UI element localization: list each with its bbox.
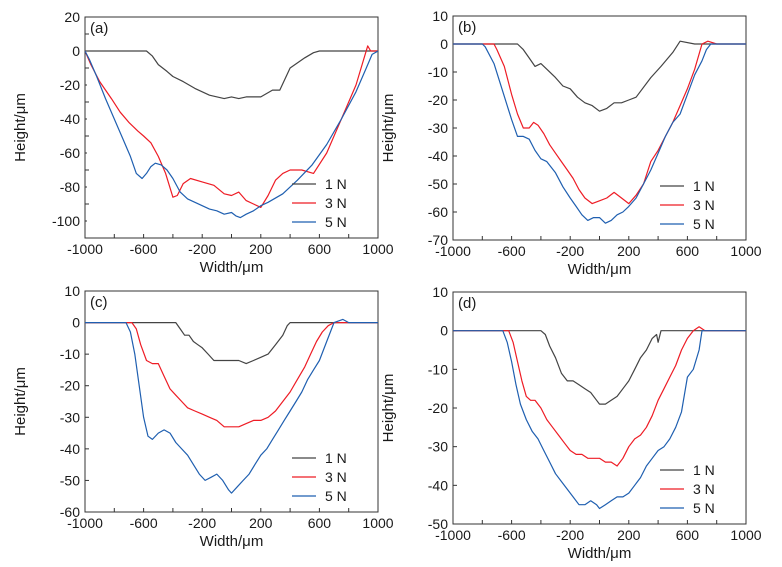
y-axis-title: Height/μm — [12, 93, 29, 162]
y-tick-label: -20 — [428, 400, 448, 416]
panel-label: (d) — [458, 295, 476, 312]
x-tick-label: -600 — [498, 527, 526, 543]
x-tick-label: -200 — [188, 241, 216, 257]
x-tick-label: 600 — [308, 241, 332, 257]
series-line — [85, 322, 378, 365]
x-tick-label: -200 — [556, 243, 584, 259]
y-tick-label: -50 — [60, 472, 80, 488]
chart-panel: -1000 -600 -200 200 600 1000 10 0 -10 -20 -30 -40 -5… — [380, 8, 762, 278]
y-tick-label: 10 — [432, 8, 448, 24]
series-line — [85, 50, 378, 219]
y-tick-label: 10 — [64, 283, 80, 299]
series-line — [85, 318, 378, 494]
y-tick-label: -30 — [60, 409, 80, 425]
x-axis-title: Width/μm — [200, 259, 264, 276]
x-tick-label: 600 — [676, 243, 700, 259]
y-tick-label: 20 — [64, 9, 80, 25]
series-line — [453, 40, 746, 112]
y-tick-label: -60 — [428, 204, 448, 220]
x-axis-title: Width/μm — [200, 533, 264, 550]
x-tick-label: -1000 — [67, 241, 103, 257]
y-tick-label: -30 — [428, 120, 448, 136]
series-line — [453, 43, 746, 224]
series-line — [453, 326, 746, 467]
legend-label: 1 N — [693, 462, 715, 478]
x-tick-label: 600 — [308, 515, 332, 531]
panel-label: (c) — [90, 294, 108, 311]
series-line — [453, 40, 746, 205]
x-tick-label: 200 — [617, 527, 641, 543]
series-line — [85, 322, 378, 428]
x-tick-label: 200 — [249, 241, 273, 257]
x-tick-label: -200 — [188, 515, 216, 531]
x-axis-title: Width/μm — [568, 261, 632, 278]
y-tick-label: -40 — [60, 441, 80, 457]
y-tick-label: -20 — [428, 92, 448, 108]
x-tick-label: -600 — [130, 515, 158, 531]
y-tick-label: 10 — [432, 284, 448, 300]
x-tick-label: 600 — [676, 527, 700, 543]
legend-label: 3 N — [693, 481, 715, 497]
x-tick-label: -1000 — [435, 527, 471, 543]
panel-label: (b) — [458, 19, 476, 36]
y-tick-label: -10 — [428, 361, 448, 377]
y-tick-label: -10 — [60, 346, 80, 362]
x-tick-label: -200 — [556, 527, 584, 543]
chart-panel: -1000 -600 -200 200 600 1000200-20-40-60-80-1… — [12, 9, 394, 276]
series-line — [453, 330, 746, 510]
chart-panel: -1000 -600 -200 200 600 1000 10 0 -10 -20 -30 -40 -5… — [12, 283, 394, 550]
x-tick-label: 1000 — [730, 527, 761, 543]
y-tick-label: -40 — [60, 111, 80, 127]
y-axis-title: Height/μm — [380, 94, 397, 163]
legend-label: 1 N — [693, 178, 715, 194]
y-tick-label: -100 — [52, 213, 80, 229]
x-tick-label: -600 — [498, 243, 526, 259]
x-tick-label: 200 — [617, 243, 641, 259]
y-tick-label: 0 — [72, 315, 80, 331]
legend-label: 1 N — [325, 176, 347, 192]
y-tick-label: -30 — [428, 439, 448, 455]
series-line — [453, 330, 746, 405]
y-tick-label: -40 — [428, 477, 448, 493]
x-tick-label: -1000 — [435, 243, 471, 259]
y-axis-title: Height/μm — [380, 374, 397, 443]
legend-label: 3 N — [325, 469, 347, 485]
panel-label: (a) — [90, 20, 108, 37]
legend-label: 3 N — [693, 197, 715, 213]
y-tick-label: -20 — [60, 77, 80, 93]
x-tick-label: 1000 — [362, 241, 393, 257]
y-tick-label: -20 — [60, 378, 80, 394]
y-tick-label: -50 — [428, 516, 448, 532]
legend-label: 5 N — [693, 216, 715, 232]
x-axis-title: Width/μm — [568, 545, 632, 562]
y-tick-label: 0 — [440, 323, 448, 339]
legend-label: 5 N — [693, 500, 715, 516]
series-line — [85, 50, 378, 100]
x-tick-label: 1000 — [730, 243, 761, 259]
x-tick-label: 1000 — [362, 515, 393, 531]
y-tick-label: -70 — [428, 232, 448, 248]
legend-label: 1 N — [325, 450, 347, 466]
y-tick-label: -60 — [60, 145, 80, 161]
y-tick-label: 0 — [72, 43, 80, 59]
y-tick-label: -60 — [60, 504, 80, 520]
y-tick-label: 0 — [440, 36, 448, 52]
y-tick-label: -10 — [428, 64, 448, 80]
legend-label: 5 N — [325, 488, 347, 504]
y-tick-label: -50 — [428, 176, 448, 192]
legend-label: 3 N — [325, 195, 347, 211]
x-tick-label: -1000 — [67, 515, 103, 531]
y-axis-title: Height/μm — [12, 367, 29, 436]
x-tick-label: -600 — [130, 241, 158, 257]
y-tick-label: -40 — [428, 148, 448, 164]
x-tick-label: 200 — [249, 515, 273, 531]
series-line — [85, 45, 378, 208]
chart-panel: -1000 -600 -200 200 600 1000 10 0 -10 -20 -30 -40 -5… — [380, 284, 762, 562]
legend-label: 5 N — [325, 214, 347, 230]
y-tick-label: -80 — [60, 179, 80, 195]
